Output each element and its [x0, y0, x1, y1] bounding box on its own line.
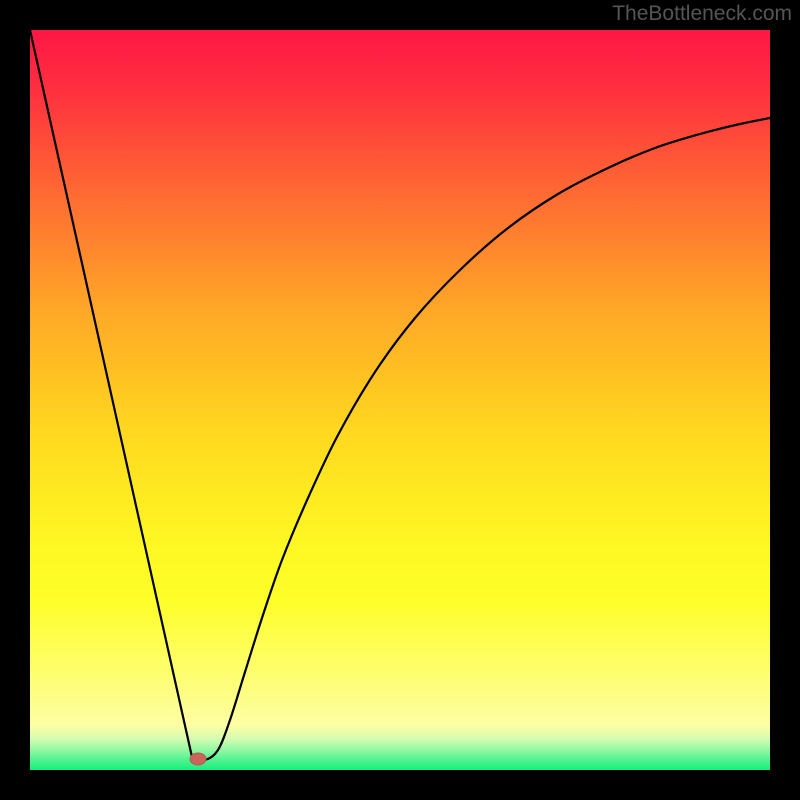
bottleneck-chart — [0, 0, 800, 800]
marker-dot — [190, 753, 206, 765]
gradient-background-green — [30, 725, 770, 770]
gradient-background-top — [30, 30, 770, 600]
chart-container: TheBottleneck.com — [0, 0, 800, 800]
gradient-background-yellow — [30, 600, 770, 725]
watermark-text: TheBottleneck.com — [612, 2, 792, 26]
